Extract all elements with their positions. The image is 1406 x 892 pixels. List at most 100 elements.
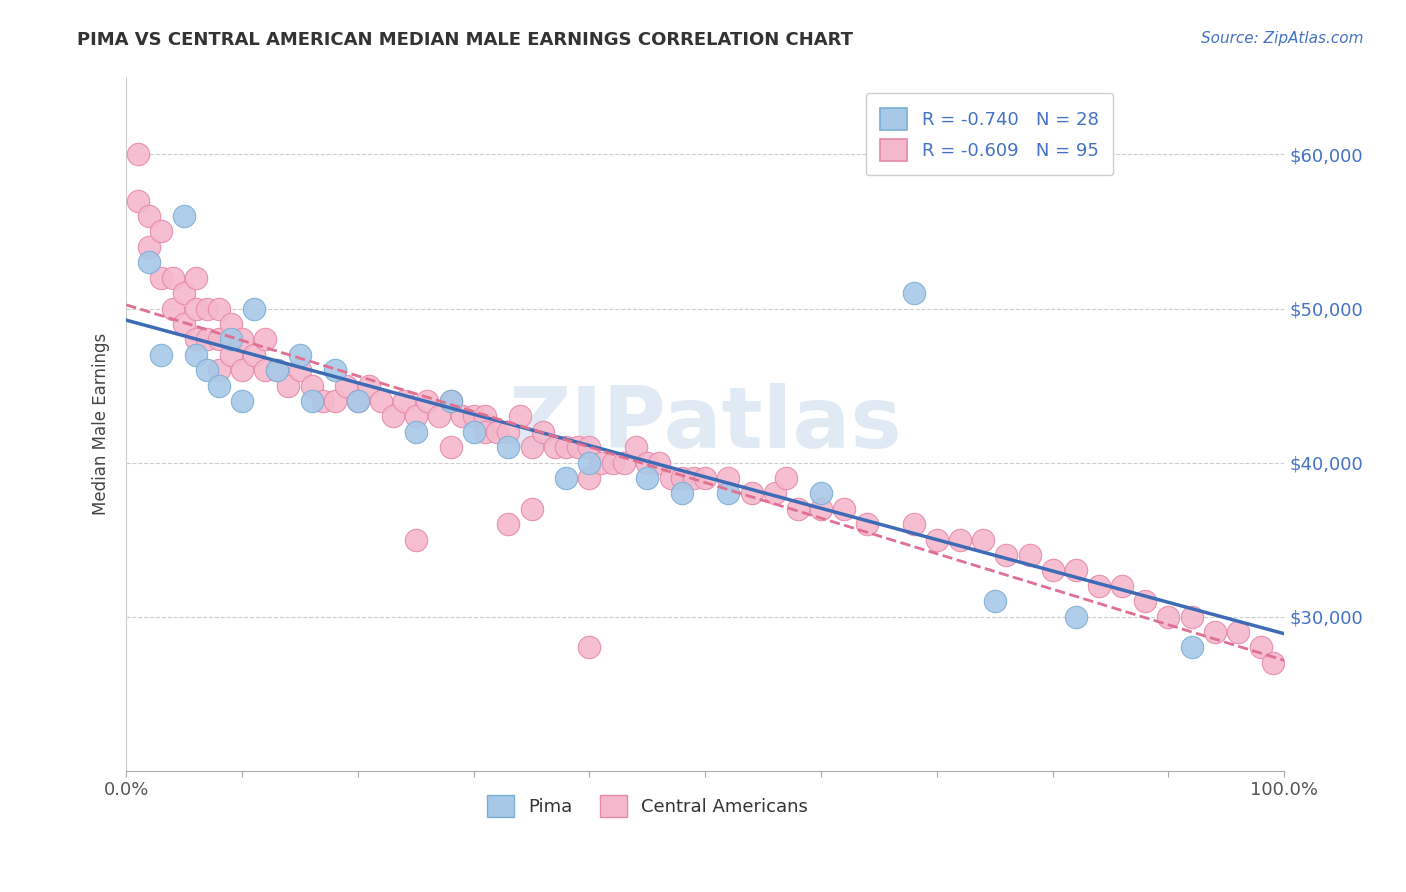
Point (659, 471, 682, 485)
Point (277, 378, 299, 392)
Point (184, 270, 207, 285)
Point (219, 317, 242, 331)
Point (405, 409, 427, 424)
Legend: Pima, Central Americans: Pima, Central Americans (479, 788, 815, 824)
Point (266, 363, 288, 377)
Point (381, 409, 404, 424)
Point (636, 456, 658, 470)
Point (219, 348, 242, 362)
Point (949, 533, 972, 547)
Text: Source: ZipAtlas.com: Source: ZipAtlas.com (1201, 31, 1364, 46)
Point (266, 363, 288, 377)
Point (648, 456, 671, 470)
Point (520, 501, 543, 516)
Point (1088, 579, 1111, 593)
Point (173, 209, 195, 223)
Point (717, 486, 740, 500)
Point (195, 363, 218, 377)
Point (544, 440, 567, 454)
Point (763, 486, 786, 500)
Point (312, 394, 335, 409)
Point (301, 378, 323, 392)
Point (162, 301, 184, 316)
Point (567, 440, 589, 454)
Point (1018, 548, 1040, 562)
Point (335, 378, 357, 392)
Point (150, 225, 173, 239)
Y-axis label: Median Male Earnings: Median Male Earnings (93, 333, 110, 516)
Point (301, 394, 323, 409)
Point (682, 471, 704, 485)
Point (695, 471, 717, 485)
Point (671, 471, 693, 485)
Point (520, 440, 543, 454)
Point (1181, 640, 1204, 655)
Point (810, 486, 832, 500)
Point (509, 409, 531, 424)
Point (1204, 625, 1226, 640)
Point (775, 471, 797, 485)
Point (242, 301, 264, 316)
Point (972, 533, 994, 547)
Point (1261, 656, 1284, 670)
Point (323, 394, 346, 409)
Point (636, 471, 658, 485)
Point (1226, 625, 1249, 640)
Point (347, 394, 370, 409)
Point (624, 440, 647, 454)
Point (150, 270, 173, 285)
Point (127, 147, 149, 161)
Point (427, 409, 450, 424)
Point (323, 363, 346, 377)
Point (138, 240, 160, 254)
Point (474, 409, 496, 424)
Point (173, 317, 195, 331)
Point (925, 533, 948, 547)
Point (392, 394, 415, 409)
Point (995, 548, 1018, 562)
Point (591, 456, 613, 470)
Point (231, 332, 253, 346)
Point (1181, 609, 1204, 624)
Point (347, 394, 370, 409)
Point (195, 332, 218, 346)
Point (231, 363, 253, 377)
Point (208, 363, 231, 377)
Point (359, 378, 381, 392)
Point (1157, 609, 1180, 624)
Point (439, 394, 461, 409)
Point (671, 486, 693, 500)
Point (578, 471, 600, 485)
Point (555, 471, 578, 485)
Point (127, 194, 149, 208)
Text: ZIPatlas: ZIPatlas (509, 383, 903, 466)
Point (439, 440, 461, 454)
Point (498, 440, 520, 454)
Point (405, 425, 427, 439)
Point (613, 456, 636, 470)
Point (451, 409, 474, 424)
Point (832, 501, 855, 516)
Point (439, 394, 461, 409)
Point (184, 348, 207, 362)
Point (184, 301, 207, 316)
Point (578, 440, 600, 454)
Point (195, 301, 218, 316)
Point (242, 348, 264, 362)
Point (1135, 594, 1157, 608)
Point (162, 270, 184, 285)
Text: PIMA VS CENTRAL AMERICAN MEDIAN MALE EARNINGS CORRELATION CHART: PIMA VS CENTRAL AMERICAN MEDIAN MALE EAR… (77, 31, 853, 49)
Point (602, 456, 624, 470)
Point (498, 517, 520, 532)
Point (717, 471, 740, 485)
Point (254, 363, 277, 377)
Point (485, 425, 508, 439)
Point (463, 409, 485, 424)
Point (498, 425, 520, 439)
Point (150, 348, 173, 362)
Point (208, 378, 231, 392)
Point (1250, 640, 1272, 655)
Point (578, 456, 600, 470)
Point (288, 348, 311, 362)
Point (741, 486, 763, 500)
